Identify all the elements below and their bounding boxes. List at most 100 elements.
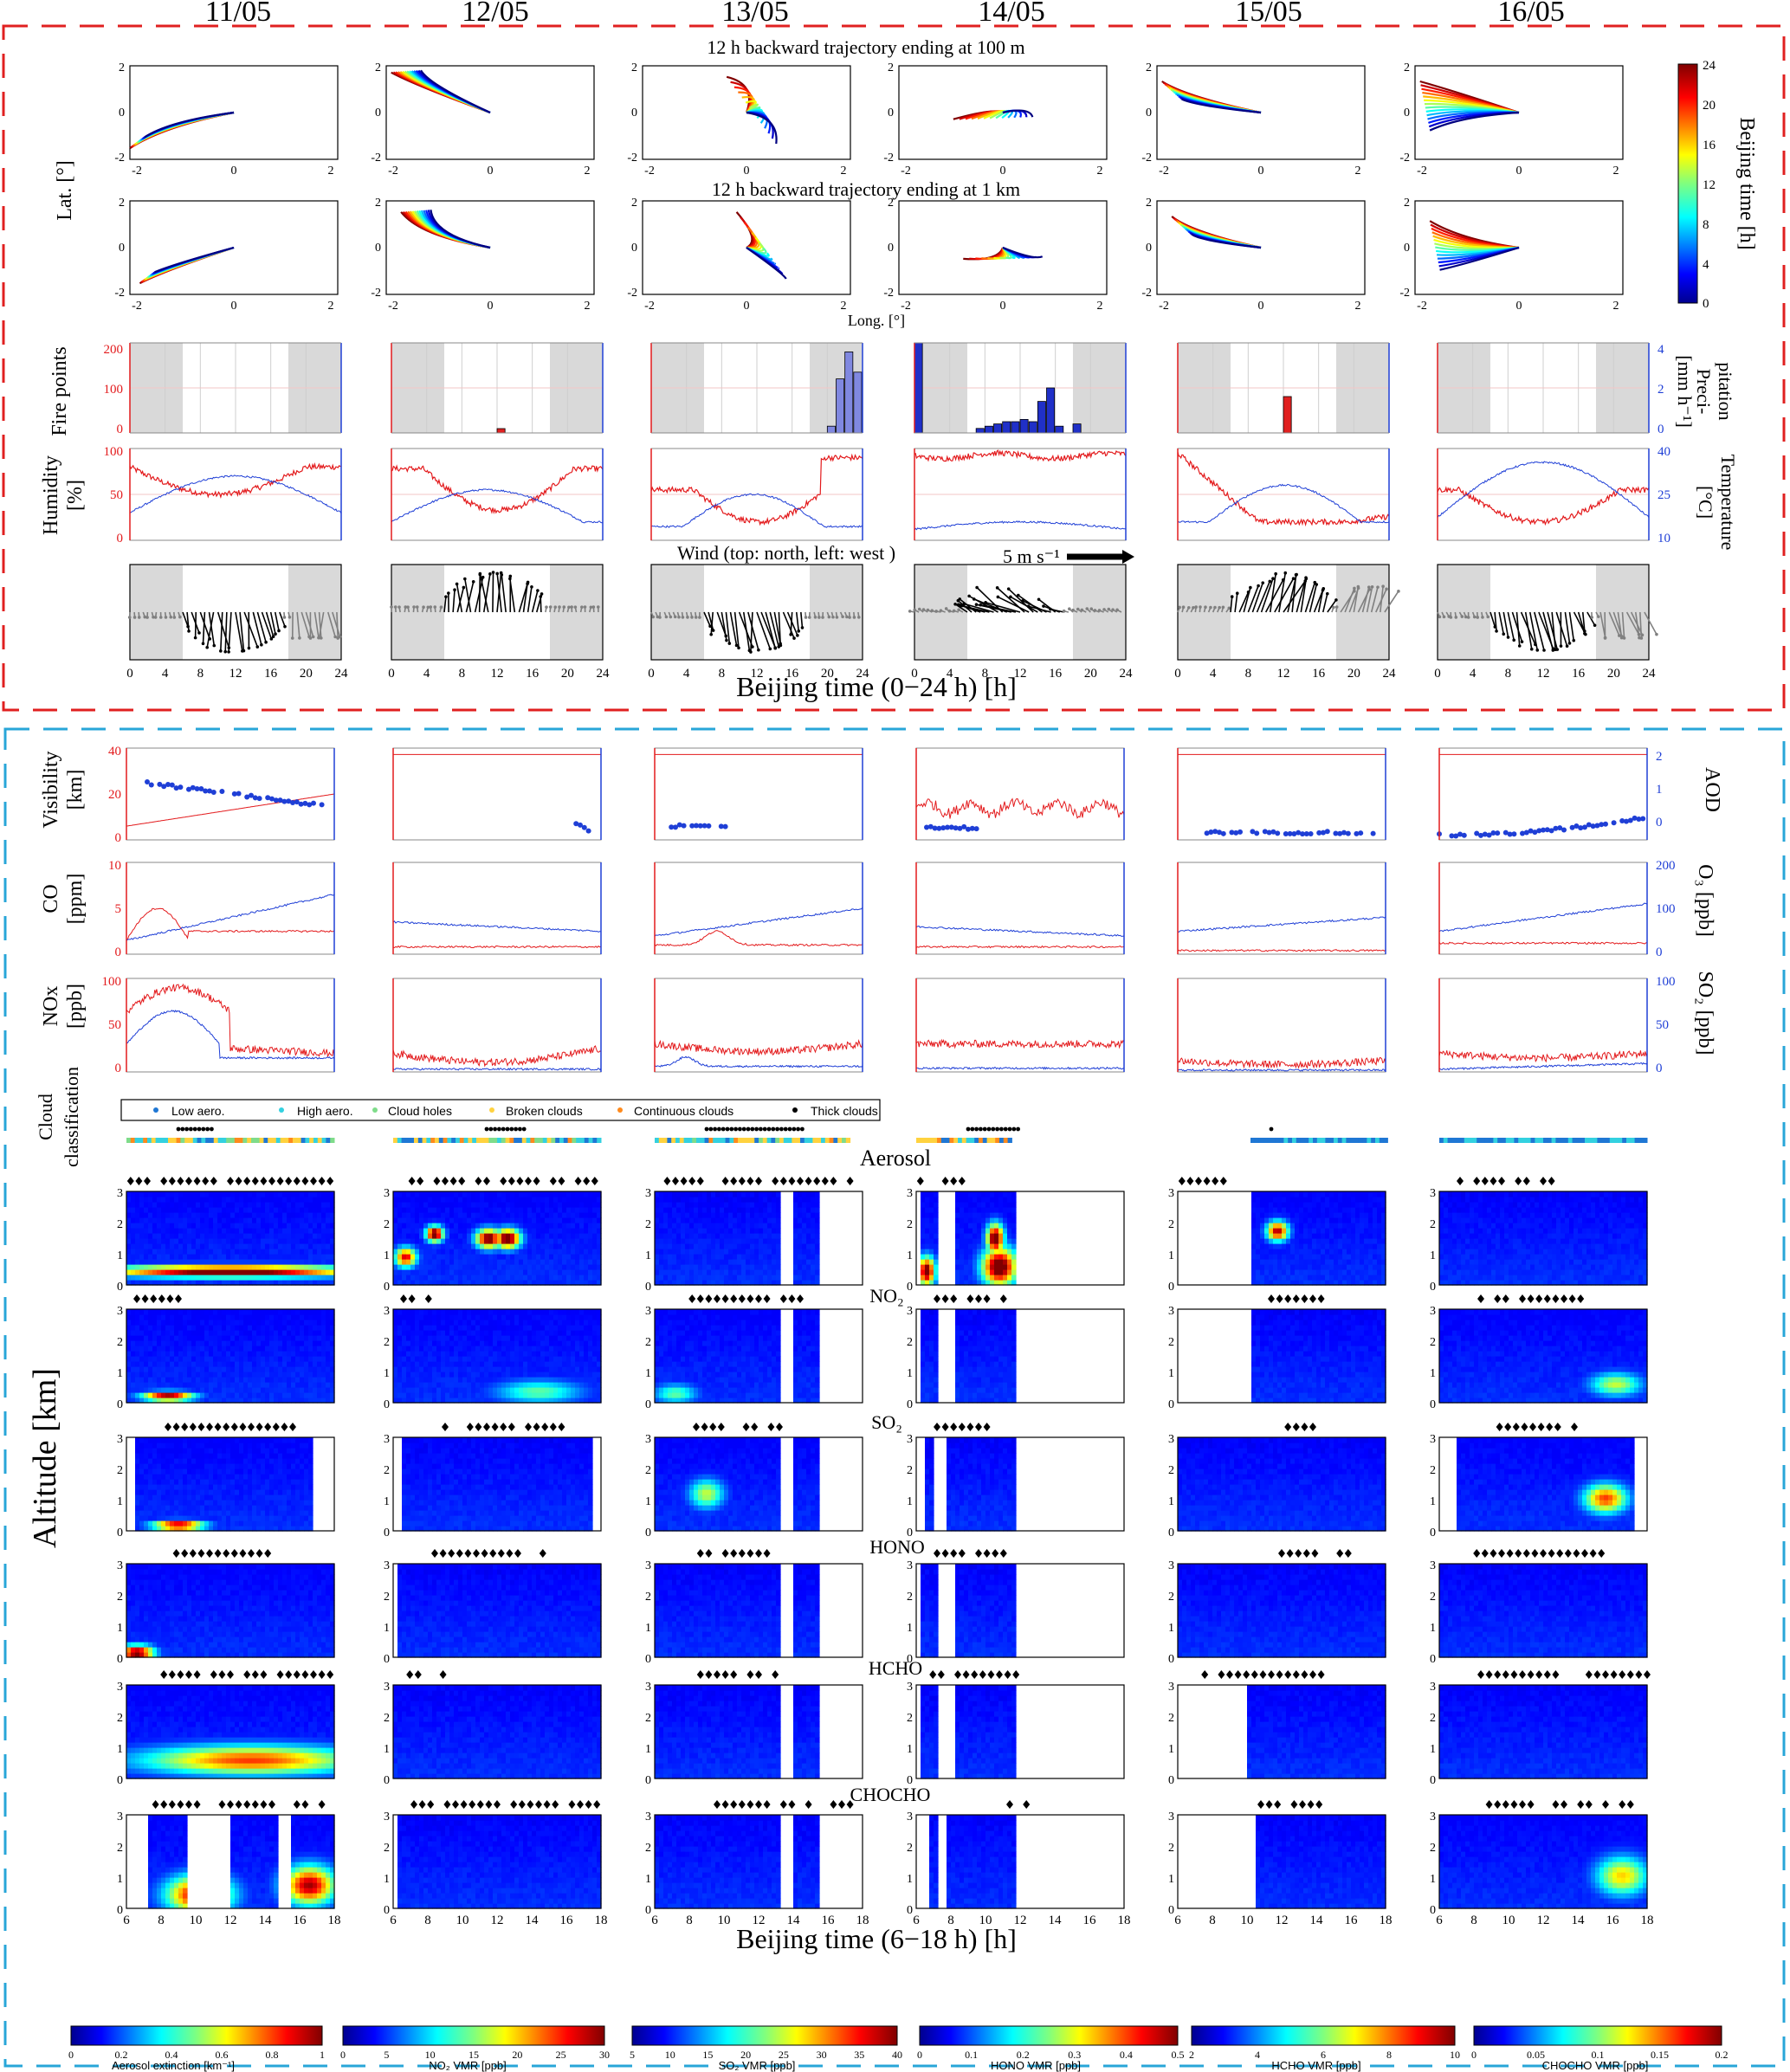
heatmap-cell xyxy=(196,1621,201,1627)
heatmap-cell xyxy=(278,1610,283,1617)
heatmap-cell xyxy=(209,1197,214,1203)
heatmap-cell xyxy=(183,1458,188,1464)
heatmap-cell xyxy=(248,1233,253,1239)
thick-cloud-marker xyxy=(1008,1127,1012,1132)
heatmap-cell xyxy=(204,1453,210,1459)
heatmap-cell xyxy=(213,1448,218,1454)
wind-arrow-head xyxy=(1063,610,1066,613)
heatmap-cell xyxy=(317,1191,322,1197)
heatmap-cell xyxy=(295,1325,300,1331)
heatmap-cell xyxy=(191,1574,197,1580)
heatmap-cell xyxy=(191,1642,197,1648)
heatmap-cell xyxy=(304,1520,309,1527)
heatmap-cell xyxy=(139,1366,145,1372)
heatmap-cell xyxy=(230,1579,236,1585)
heatmap-cell xyxy=(226,1249,231,1255)
heatmap-cell xyxy=(165,1387,171,1393)
heatmap-cell xyxy=(131,1377,136,1383)
heatmap-cell xyxy=(265,1366,270,1372)
heatmap-cell xyxy=(230,1320,236,1326)
heatmap-cell xyxy=(243,1372,249,1378)
heatmap-cell xyxy=(291,1500,296,1506)
heatmap-cell xyxy=(161,1590,166,1596)
heatmap-cell xyxy=(222,1330,227,1336)
wind-arrow-head xyxy=(169,616,172,619)
cloud-cell xyxy=(272,1138,276,1143)
heatmap-cell xyxy=(295,1372,300,1378)
heatmap-cell xyxy=(252,1489,257,1495)
heatmap-cell xyxy=(278,1249,283,1255)
heatmap-cell xyxy=(139,1626,145,1632)
thick-cloud-marker xyxy=(784,1127,788,1132)
heatmap-cell xyxy=(165,1590,171,1596)
cloud-cell xyxy=(281,1138,285,1143)
heatmap-cell xyxy=(239,1437,244,1443)
heatmap-cell xyxy=(213,1366,218,1372)
heatmap-cell xyxy=(217,1474,223,1480)
heatmap-cell xyxy=(209,1616,214,1622)
heatmap-cell xyxy=(230,1207,236,1213)
cloud-cell xyxy=(268,1138,272,1143)
heatmap-cell xyxy=(226,1647,231,1653)
heatmap-cell xyxy=(191,1325,197,1331)
profile-heatmap: 3210 xyxy=(117,1549,335,1666)
heatmap-cell xyxy=(317,1340,322,1346)
heatmap-cell xyxy=(165,1243,171,1249)
heatmap-cell xyxy=(274,1356,279,1362)
wind-arrow-head xyxy=(728,642,732,645)
heatmap-cell xyxy=(183,1600,188,1606)
heatmap-cell xyxy=(252,1346,257,1352)
heatmap-cell xyxy=(183,1238,188,1244)
heatmap-cell xyxy=(126,1636,132,1643)
heatmap-cell xyxy=(174,1212,179,1218)
thick-cloud-marker xyxy=(746,1127,751,1132)
heatmap-cell xyxy=(217,1309,223,1315)
heatmap-cell xyxy=(161,1269,166,1275)
wind-arrow-head xyxy=(570,605,573,609)
heatmap-cell xyxy=(187,1361,192,1367)
colorbar-tick: 10 xyxy=(665,2049,675,2061)
heatmap-cell xyxy=(269,1233,275,1239)
heatmap-cell xyxy=(248,1636,253,1643)
heatmap-cell xyxy=(191,1569,197,1575)
heatmap-cell xyxy=(131,1264,136,1270)
panel-frame xyxy=(1178,862,1386,954)
wind-arrow-head xyxy=(1115,609,1119,612)
tick-label: 3 xyxy=(117,1433,123,1446)
heatmap-cell xyxy=(204,1238,210,1244)
heatmap-cell xyxy=(222,1616,227,1622)
heatmap-cell xyxy=(144,1254,149,1260)
heatmap-cell xyxy=(126,1642,132,1648)
heatmap-cell xyxy=(165,1202,171,1208)
heatmap-cell xyxy=(230,1484,236,1490)
heatmap-cell xyxy=(148,1392,153,1398)
heatmap-cell xyxy=(148,1212,153,1218)
heatmap-cell xyxy=(291,1595,296,1601)
wind-arrow-head xyxy=(1257,584,1260,588)
heatmap-cell xyxy=(217,1207,223,1213)
heatmap-cell xyxy=(226,1238,231,1244)
cloud-cell xyxy=(410,1138,414,1143)
wind-arrow-head xyxy=(1271,577,1275,580)
heatmap-cell xyxy=(139,1642,145,1648)
heatmap-cell xyxy=(326,1259,331,1265)
heatmap-cell xyxy=(165,1340,171,1346)
heatmap-cell xyxy=(321,1207,326,1213)
heatmap-cell xyxy=(230,1474,236,1480)
heatmap-cell xyxy=(313,1372,318,1378)
heatmap-cell xyxy=(239,1351,244,1357)
heatmap-cell xyxy=(300,1335,305,1341)
heatmap-cell xyxy=(222,1595,227,1601)
heatmap-cell xyxy=(157,1228,162,1234)
heatmap-cell xyxy=(191,1228,197,1234)
heatmap-cell xyxy=(282,1325,288,1331)
heatmap-cell xyxy=(213,1621,218,1627)
heatmap-cell xyxy=(157,1361,162,1367)
heatmap-cell xyxy=(183,1510,188,1516)
heatmap-cell xyxy=(126,1243,132,1249)
heatmap-cell xyxy=(183,1382,188,1388)
heatmap-cell xyxy=(191,1600,197,1606)
heatmap-cell xyxy=(213,1574,218,1580)
cloud-cell xyxy=(1464,1138,1469,1143)
wind-arrow-head xyxy=(562,605,565,609)
